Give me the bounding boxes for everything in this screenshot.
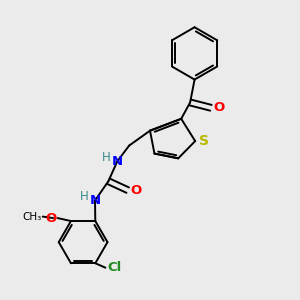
Text: H: H — [80, 190, 88, 203]
Text: N: N — [89, 194, 100, 207]
Text: CH₃: CH₃ — [22, 212, 41, 222]
Text: O: O — [130, 184, 141, 196]
Text: O: O — [213, 101, 225, 114]
Text: Cl: Cl — [108, 261, 122, 274]
Text: H: H — [102, 151, 111, 164]
Text: N: N — [112, 155, 123, 168]
Text: S: S — [199, 134, 209, 148]
Text: O: O — [46, 212, 57, 225]
